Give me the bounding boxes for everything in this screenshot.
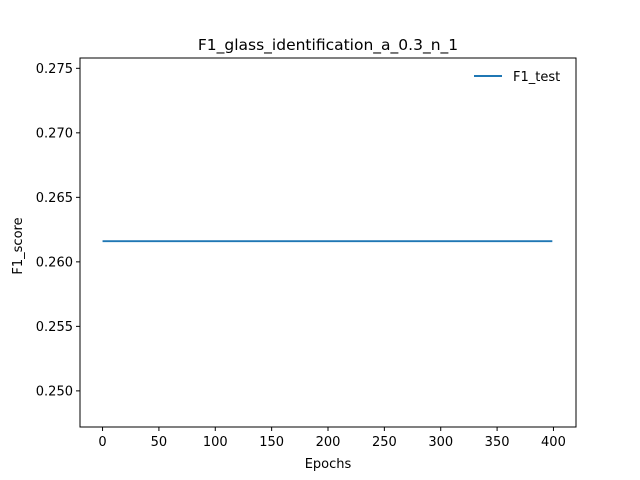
x-tick-label: 400	[541, 435, 566, 450]
x-tick-label: 300	[428, 435, 453, 450]
x-tick-label: 50	[151, 435, 168, 450]
chart-title: F1_glass_identification_a_0.3_n_1	[198, 36, 458, 55]
y-tick-label: 0.275	[36, 62, 73, 77]
x-tick-label: 100	[203, 435, 228, 450]
x-tick-label: 200	[316, 435, 341, 450]
y-tick-label: 0.265	[36, 191, 73, 206]
y-axis: 0.250 0.255 0.260 0.265 0.270 0.275	[36, 62, 80, 399]
y-axis-label: F1_score	[11, 217, 26, 274]
plot-frame	[79, 57, 577, 428]
y-tick-label: 0.250	[36, 384, 73, 399]
x-tick-label: 0	[98, 435, 106, 450]
y-tick-label: 0.270	[36, 126, 73, 141]
plot-area	[79, 57, 577, 428]
legend-label-f1-test: F1_test	[513, 70, 560, 85]
y-tick-label: 0.260	[36, 255, 73, 270]
x-tick-label: 350	[485, 435, 510, 450]
x-tick-label: 250	[372, 435, 397, 450]
x-tick-label: 150	[259, 435, 284, 450]
legend: F1_test	[474, 70, 560, 85]
x-axis-label: Epochs	[305, 457, 352, 472]
y-tick-label: 0.255	[36, 320, 73, 335]
x-axis: 0 50 100 150 200 250 300 350 400	[98, 427, 566, 450]
